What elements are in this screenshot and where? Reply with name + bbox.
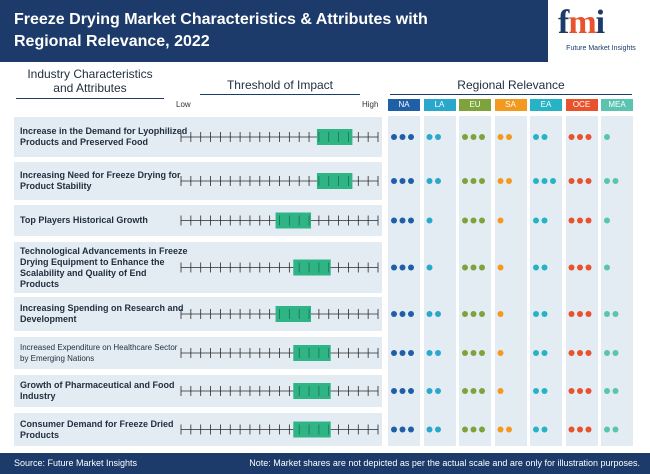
region-column-mea bbox=[601, 116, 633, 446]
footer-bar: Source: Future Market Insights Note: Mar… bbox=[0, 453, 650, 474]
logo-text: Future Market Insights bbox=[566, 45, 636, 52]
region-badge-sa: SA bbox=[494, 99, 527, 111]
row-label: Increase in the Demand for Lyophilized P… bbox=[20, 126, 188, 147]
region-badge-na: NA bbox=[388, 99, 420, 111]
region-column-na bbox=[388, 116, 420, 446]
region-badge-eu: EU bbox=[459, 99, 491, 111]
scale-low-label: Low bbox=[176, 100, 191, 109]
logo-mark: fmi bbox=[558, 4, 605, 41]
logo: fmi Future Market Insights bbox=[548, 0, 650, 62]
region-column-la bbox=[423, 116, 456, 446]
region-column-eu bbox=[459, 116, 491, 446]
row-label: Consumer Demand for Freeze Dried Product… bbox=[20, 418, 174, 440]
row-label: Increasing Spending on Research and Deve… bbox=[20, 303, 184, 324]
region-column-sa bbox=[494, 116, 527, 446]
region-column-heading: Regional Relevance bbox=[390, 78, 632, 95]
row-label: Increasing Need for Freeze Drying for Pr… bbox=[20, 170, 181, 191]
region-column-oce bbox=[565, 116, 598, 446]
row-label: Technological Advancements in Freeze Dry… bbox=[20, 245, 188, 289]
row-label: Increased Expenditure on Healthcare Sect… bbox=[20, 343, 178, 363]
row-label: Top Players Historical Growth bbox=[20, 215, 148, 225]
impact-column-heading: Threshold of Impact bbox=[200, 78, 360, 95]
region-badge-mea: MEA bbox=[601, 99, 633, 111]
region-badge-oce: OCE bbox=[565, 99, 598, 111]
chart-title: Freeze Drying Market Characteristics & A… bbox=[14, 11, 428, 50]
disclaimer-note: Note: Market shares are not depicted as … bbox=[249, 458, 640, 468]
region-column-ea bbox=[530, 116, 562, 446]
region-badge-ea: EA bbox=[530, 99, 562, 111]
header-bar: Freeze Drying Market Characteristics & A… bbox=[0, 0, 650, 62]
source-note: Source: Future Market Insights bbox=[14, 458, 138, 468]
industry-column-heading: Industry Characteristics and Attributes bbox=[16, 67, 164, 99]
scale-high-label: High bbox=[362, 100, 379, 109]
row-label: Growth of Pharmaceutical and Food Indust… bbox=[20, 380, 175, 401]
region-badge-la: LA bbox=[423, 99, 456, 111]
